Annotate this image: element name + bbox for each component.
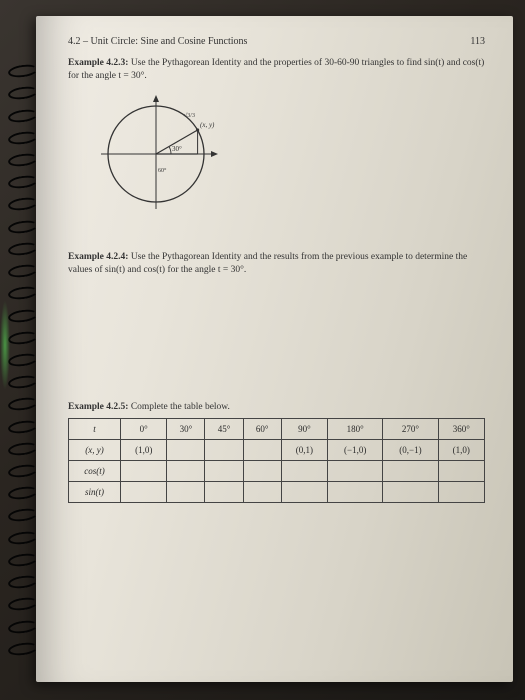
table-header-row: t0°30°45°60°90°180°270°360° — [69, 418, 485, 439]
row-label: (x, y) — [69, 439, 121, 460]
table-cell: (1,0) — [121, 439, 167, 460]
table-row: (x, y)(1,0)(0,1)(−1,0)(0,−1)(1,0) — [69, 439, 485, 460]
y-label: √3/3 — [184, 112, 195, 119]
table-header-cell: t — [69, 418, 121, 439]
table-cell — [121, 481, 167, 502]
table-cell — [243, 460, 281, 481]
table-cell — [328, 481, 383, 502]
table-header-cell: 0° — [121, 418, 167, 439]
angle-30-label: 30° — [172, 145, 182, 153]
point-xy-label: (x, y) — [200, 121, 215, 129]
table-cell — [281, 460, 327, 481]
trig-values-table: t0°30°45°60°90°180°270°360° (x, y)(1,0)(… — [68, 418, 485, 503]
table-header-cell: 180° — [328, 418, 383, 439]
spiral-binding — [8, 60, 34, 660]
table-cell — [205, 439, 243, 460]
example-424: Example 4.2.4: Use the Pythagorean Ident… — [68, 251, 485, 278]
table-cell: (−1,0) — [328, 439, 383, 460]
row-label: cos(t) — [69, 460, 121, 481]
example-425: Example 4.2.5: Complete the table below. — [68, 401, 485, 414]
unit-circle-diagram: 30° (x, y) √3/3 60° — [96, 89, 226, 219]
table-cell — [383, 481, 438, 502]
table-cell — [438, 460, 484, 481]
table-cell — [438, 481, 484, 502]
table-header-cell: 270° — [383, 418, 438, 439]
table-cell — [167, 439, 205, 460]
table-cell — [167, 481, 205, 502]
table-cell — [383, 460, 438, 481]
table-cell — [167, 460, 205, 481]
table-cell: (0,1) — [281, 439, 327, 460]
table-header-cell: 90° — [281, 418, 327, 439]
table-row: sin(t) — [69, 481, 485, 502]
page-header: 4.2 – Unit Circle: Sine and Cosine Funct… — [68, 36, 485, 47]
example-423-text: Use the Pythagorean Identity and the pro… — [68, 58, 484, 81]
unit-circle-svg: 30° (x, y) √3/3 60° — [96, 89, 246, 219]
example-424-text: Use the Pythagorean Identity and the res… — [68, 252, 467, 275]
example-425-text: Complete the table below. — [131, 402, 230, 412]
table-header-cell: 360° — [438, 418, 484, 439]
section-title: 4.2 – Unit Circle: Sine and Cosine Funct… — [68, 36, 247, 47]
table-cell — [205, 481, 243, 502]
bottom-label: 60° — [158, 167, 167, 174]
table-header-cell: 30° — [167, 418, 205, 439]
row-label: sin(t) — [69, 481, 121, 502]
table-row: cos(t) — [69, 460, 485, 481]
table-cell — [281, 481, 327, 502]
textbook-page: 4.2 – Unit Circle: Sine and Cosine Funct… — [36, 16, 513, 682]
table-cell — [243, 439, 281, 460]
example-424-label: Example 4.2.4: — [68, 252, 128, 262]
page-number: 113 — [470, 36, 485, 47]
reflection-glow — [0, 300, 10, 390]
example-425-label: Example 4.2.5: — [68, 402, 128, 412]
example-423: Example 4.2.3: Use the Pythagorean Ident… — [68, 57, 485, 84]
table-header-cell: 45° — [205, 418, 243, 439]
example-423-label: Example 4.2.3: — [68, 58, 128, 68]
table-cell — [121, 460, 167, 481]
table-cell: (1,0) — [438, 439, 484, 460]
table-cell — [328, 460, 383, 481]
table-cell: (0,−1) — [383, 439, 438, 460]
table-cell — [205, 460, 243, 481]
table-header-cell: 60° — [243, 418, 281, 439]
table-cell — [243, 481, 281, 502]
